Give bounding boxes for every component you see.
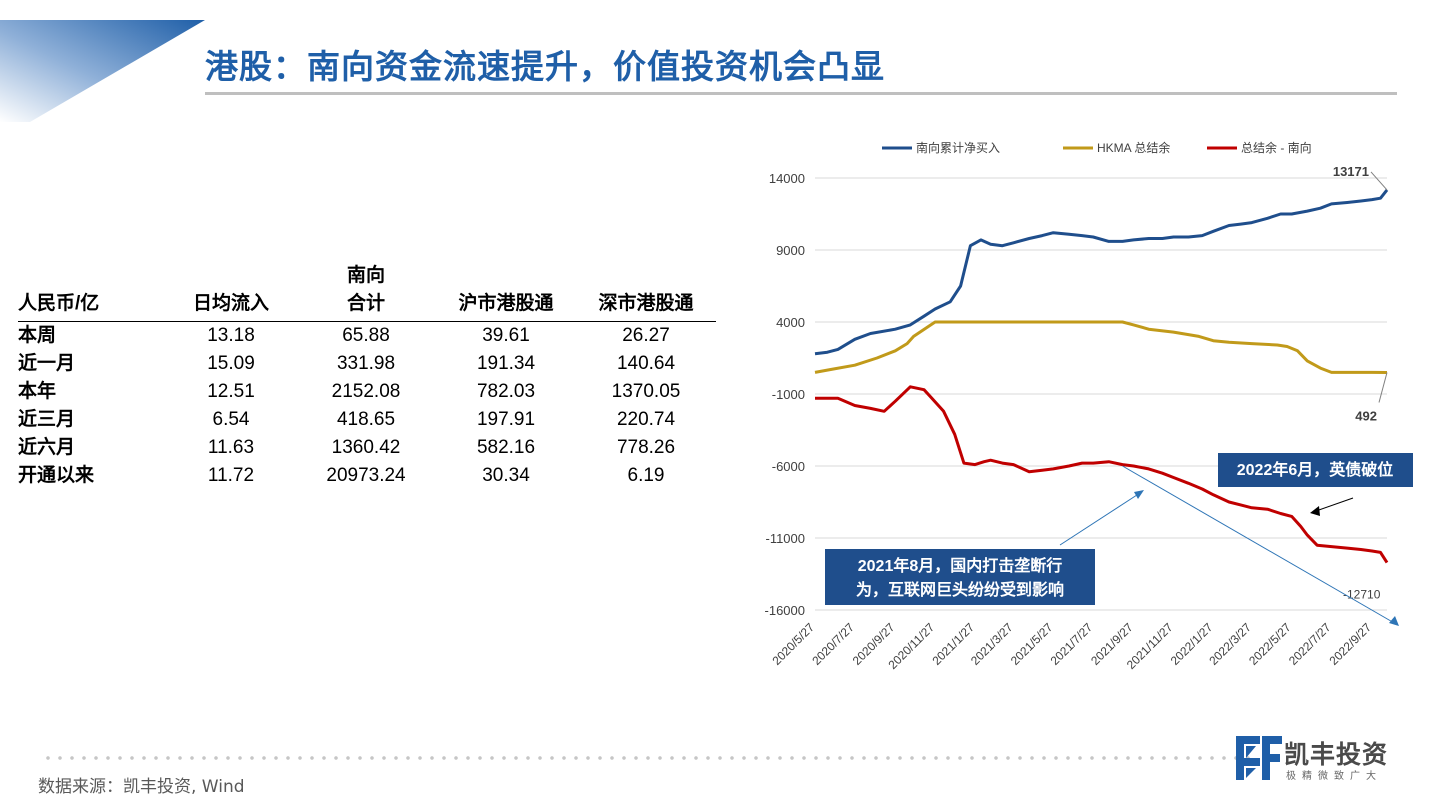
label-leader — [1378, 372, 1388, 403]
x-tick-label: 2022/9/27 — [1326, 620, 1374, 668]
logo-name: 凯丰投资 — [1284, 740, 1389, 769]
logo-tagline: 极精微致广大 — [1286, 771, 1382, 782]
table-cell: 197.91 — [476, 409, 536, 430]
row-label: 近一月 — [18, 353, 76, 374]
table-row: 近三月 6.54 418.65 197.91 220.74 — [18, 406, 716, 434]
y-tick-label: -1000 — [772, 387, 805, 402]
table-row: 本年 12.51 2152.08 782.03 1370.05 — [18, 378, 716, 406]
row-label: 近六月 — [18, 437, 76, 458]
x-tick-label: 2020/7/27 — [809, 620, 857, 668]
table-row: 近六月 11.63 1360.42 582.16 778.26 — [18, 434, 716, 462]
page-title: 港股：南向资金流速提升，价值投资机会凸显 — [205, 47, 885, 86]
southbound-chart: 14000 9000 4000 -1000 -6000 -11000 -16000 2020… — [765, 140, 1413, 672]
table-cell: 30.34 — [482, 465, 530, 486]
y-tick-label: -16000 — [765, 603, 805, 618]
trend-line — [1122, 465, 1397, 625]
annotation-box — [1218, 453, 1413, 487]
x-tick-label: 2020/5/27 — [769, 620, 817, 668]
y-tick-label: 4000 — [776, 315, 805, 330]
x-axis-ticks: 2020/5/272020/7/272020/9/272020/11/27202… — [769, 620, 1374, 672]
x-tick-label: 2022/7/27 — [1286, 620, 1334, 668]
label-leader — [1370, 171, 1388, 191]
annotation-arrowhead — [1134, 490, 1144, 499]
table-cell: 26.27 — [622, 325, 670, 346]
table-cell: 331.98 — [336, 353, 396, 374]
footer-dots — [42, 756, 1252, 760]
annotation-text: 2021年8月，国内打击垄断行 — [858, 556, 1063, 575]
y-tick-label: -6000 — [772, 459, 805, 474]
table-header: 日均流入 — [166, 262, 296, 322]
chart-legend: 南向累计净买入 HKMA 总结余 总结余 - 南向 — [882, 140, 1312, 155]
table-cell: 15.09 — [207, 353, 255, 374]
annotation-text: 为，互联网巨头纷纷受到影响 — [856, 580, 1064, 599]
row-label: 本周 — [18, 325, 57, 346]
title-divider — [205, 92, 1397, 95]
row-label: 本年 — [18, 381, 57, 402]
corner-decoration — [0, 20, 205, 122]
series-line-2 — [814, 320, 1388, 374]
legend-label: 南向累计净买入 — [916, 140, 1000, 155]
table-header: 南向 合计 — [296, 262, 436, 322]
chart-data-labels: 13171 492 -12710 — [1333, 164, 1388, 602]
table-row: 近一月 15.09 331.98 191.34 140.64 — [18, 350, 716, 378]
table-header: 人民币/亿 — [18, 262, 166, 322]
row-label: 开通以来 — [18, 465, 95, 486]
table-cell: 140.64 — [616, 353, 676, 374]
table-header: 沪市港股通 — [436, 262, 576, 322]
series-line-3 — [815, 385, 1389, 564]
y-tick-label: 9000 — [776, 243, 805, 258]
table-row: 本周 13.18 65.88 39.61 26.27 — [18, 322, 716, 351]
trend-arrowhead — [1389, 616, 1399, 626]
table-cell: 1370.05 — [611, 381, 681, 402]
annotation-box — [825, 549, 1095, 605]
data-source: 数据来源：凯丰投资, Wind — [38, 777, 245, 797]
table-cell: 418.65 — [336, 409, 396, 430]
table-cell: 582.16 — [476, 437, 536, 458]
table-header-row: 人民币/亿 日均流入 南向 合计 沪市港股通 深市港股通 — [18, 262, 716, 322]
data-label: 13171 — [1333, 164, 1369, 179]
x-tick-label: 2022/3/27 — [1206, 620, 1254, 668]
table-cell: 12.51 — [207, 381, 255, 402]
annotation-text: 2022年6月，英债破位 — [1237, 460, 1394, 479]
table-cell: 13.18 — [207, 325, 255, 346]
series-line-1 — [814, 188, 1389, 356]
x-tick-label: 2022/5/27 — [1246, 620, 1294, 668]
data-label: -12710 — [1343, 588, 1381, 602]
y-axis-ticks: 14000 9000 4000 -1000 -6000 -11000 -16000 — [765, 171, 805, 618]
table-cell: 1360.42 — [331, 437, 401, 458]
table-cell: 778.26 — [616, 437, 676, 458]
table-cell: 782.03 — [476, 381, 536, 402]
y-tick-label: -11000 — [765, 531, 805, 546]
x-tick-label: 2021/3/27 — [968, 620, 1016, 668]
flow-table: 人民币/亿 日均流入 南向 合计 沪市港股通 深市港股通 本周 13.18 65.8… — [18, 262, 716, 490]
table-cell: 11.63 — [207, 437, 255, 458]
legend-label: HKMA 总结余 — [1097, 140, 1170, 155]
table-cell: 65.88 — [342, 325, 390, 346]
data-label: 492 — [1355, 409, 1377, 424]
table-header: 深市港股通 — [576, 262, 716, 322]
table-cell: 20973.24 — [326, 465, 406, 486]
chart-series — [814, 188, 1389, 564]
annotation-arrow — [1059, 492, 1141, 546]
x-tick-label: 2021/7/27 — [1048, 620, 1096, 668]
table-cell: 191.34 — [476, 353, 536, 374]
company-logo-icon — [1236, 736, 1282, 780]
table-cell: 220.74 — [616, 409, 676, 430]
x-tick-label: 2021/5/27 — [1008, 620, 1056, 668]
y-tick-label: 14000 — [769, 171, 805, 186]
row-label: 近三月 — [18, 409, 76, 430]
table-cell: 2152.08 — [331, 381, 401, 402]
table-cell: 6.54 — [212, 409, 250, 430]
annotation-arrow — [1315, 497, 1354, 512]
table-cell: 6.19 — [627, 465, 665, 486]
table-cell: 39.61 — [482, 325, 530, 346]
annotation-arrowhead — [1310, 506, 1320, 516]
table-row: 开通以来 11.72 20973.24 30.34 6.19 — [18, 462, 716, 490]
table-cell: 11.72 — [207, 465, 255, 486]
legend-label: 总结余 - 南向 — [1241, 140, 1312, 155]
